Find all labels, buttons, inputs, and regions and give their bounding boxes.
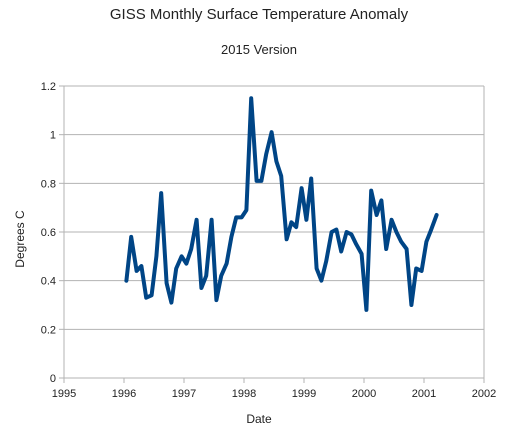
y-tick-label: 0	[50, 373, 56, 385]
y-tick-label: 1.2	[41, 81, 56, 93]
x-tick-label: 1996	[112, 388, 136, 400]
x-tick-label: 2002	[472, 388, 496, 400]
chart-subtitle: 2015 Version	[221, 42, 297, 57]
x-tick-label: 1998	[232, 388, 256, 400]
y-tick-label: 1	[50, 130, 56, 142]
x-tick-label: 2000	[352, 388, 376, 400]
y-tick-label: 0.2	[41, 324, 56, 336]
y-tick-label: 0.4	[41, 276, 56, 288]
data-series-line	[124, 96, 439, 312]
x-axis-label: Date	[246, 412, 272, 426]
x-tick-label: 1999	[292, 388, 316, 400]
x-tick-label: 2001	[412, 388, 436, 400]
chart-title: GISS Monthly Surface Temperature Anomaly	[109, 6, 409, 23]
x-tick-label: 1995	[52, 388, 76, 400]
y-tick-label: 0.8	[41, 178, 56, 190]
x-tick-label: 1997	[172, 388, 196, 400]
y-tick-label: 0.6	[41, 227, 56, 239]
